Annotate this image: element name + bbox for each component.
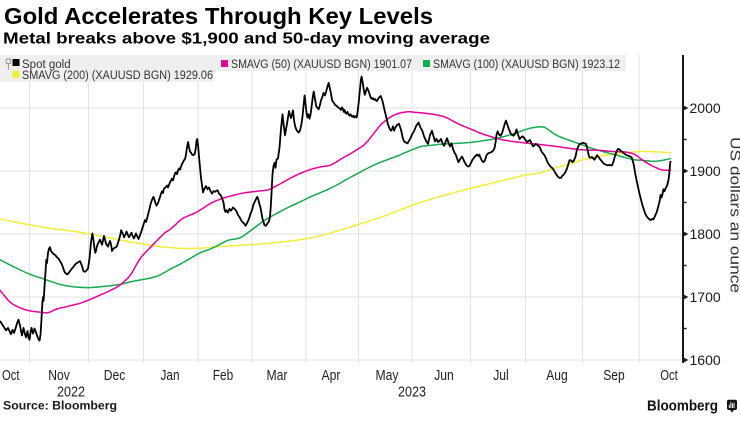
svg-text:SMAVG (100) (XAUUSD BGN) 1923.: SMAVG (100) (XAUUSD BGN) 1923.12 (433, 59, 620, 71)
svg-text:1600: 1600 (690, 352, 721, 368)
svg-text:Mar: Mar (267, 368, 288, 384)
svg-text:May: May (376, 368, 400, 384)
svg-text:Gold Accelerates Through Key L: Gold Accelerates Through Key Levels (4, 3, 433, 29)
svg-text:Feb: Feb (213, 368, 234, 384)
svg-text:US dollars an ounce: US dollars an ounce (727, 137, 740, 293)
svg-text:SMAVG (200) (XAUUSD BGN) 1929.: SMAVG (200) (XAUUSD BGN) 1929.06 (22, 70, 213, 82)
svg-text:Nov: Nov (48, 368, 70, 384)
svg-text:Source: Bloomberg: Source: Bloomberg (3, 399, 117, 413)
svg-text:Jul: Jul (493, 368, 509, 384)
svg-text:Bloomberg: Bloomberg (647, 399, 718, 415)
svg-text:2023: 2023 (398, 385, 426, 401)
svg-text:Jan: Jan (161, 368, 180, 384)
svg-text:2000: 2000 (690, 100, 721, 116)
svg-text:Aug: Aug (546, 368, 568, 384)
svg-text:Oct: Oct (660, 368, 678, 384)
svg-text:Oct: Oct (2, 368, 20, 384)
svg-text:Metal breaks above $1,900 and: Metal breaks above $1,900 and 50-day mov… (3, 31, 490, 48)
svg-text:SMAVG (50) (XAUUSD BGN) 1901.0: SMAVG (50) (XAUUSD BGN) 1901.07 (231, 59, 412, 71)
svg-text:1700: 1700 (690, 289, 721, 305)
svg-text:Dec: Dec (104, 368, 126, 384)
svg-text:Sep: Sep (603, 368, 625, 384)
svg-text:Jun: Jun (434, 368, 454, 384)
svg-text:1800: 1800 (690, 226, 721, 242)
svg-text:1900: 1900 (690, 163, 721, 179)
svg-text:Apr: Apr (322, 368, 341, 384)
